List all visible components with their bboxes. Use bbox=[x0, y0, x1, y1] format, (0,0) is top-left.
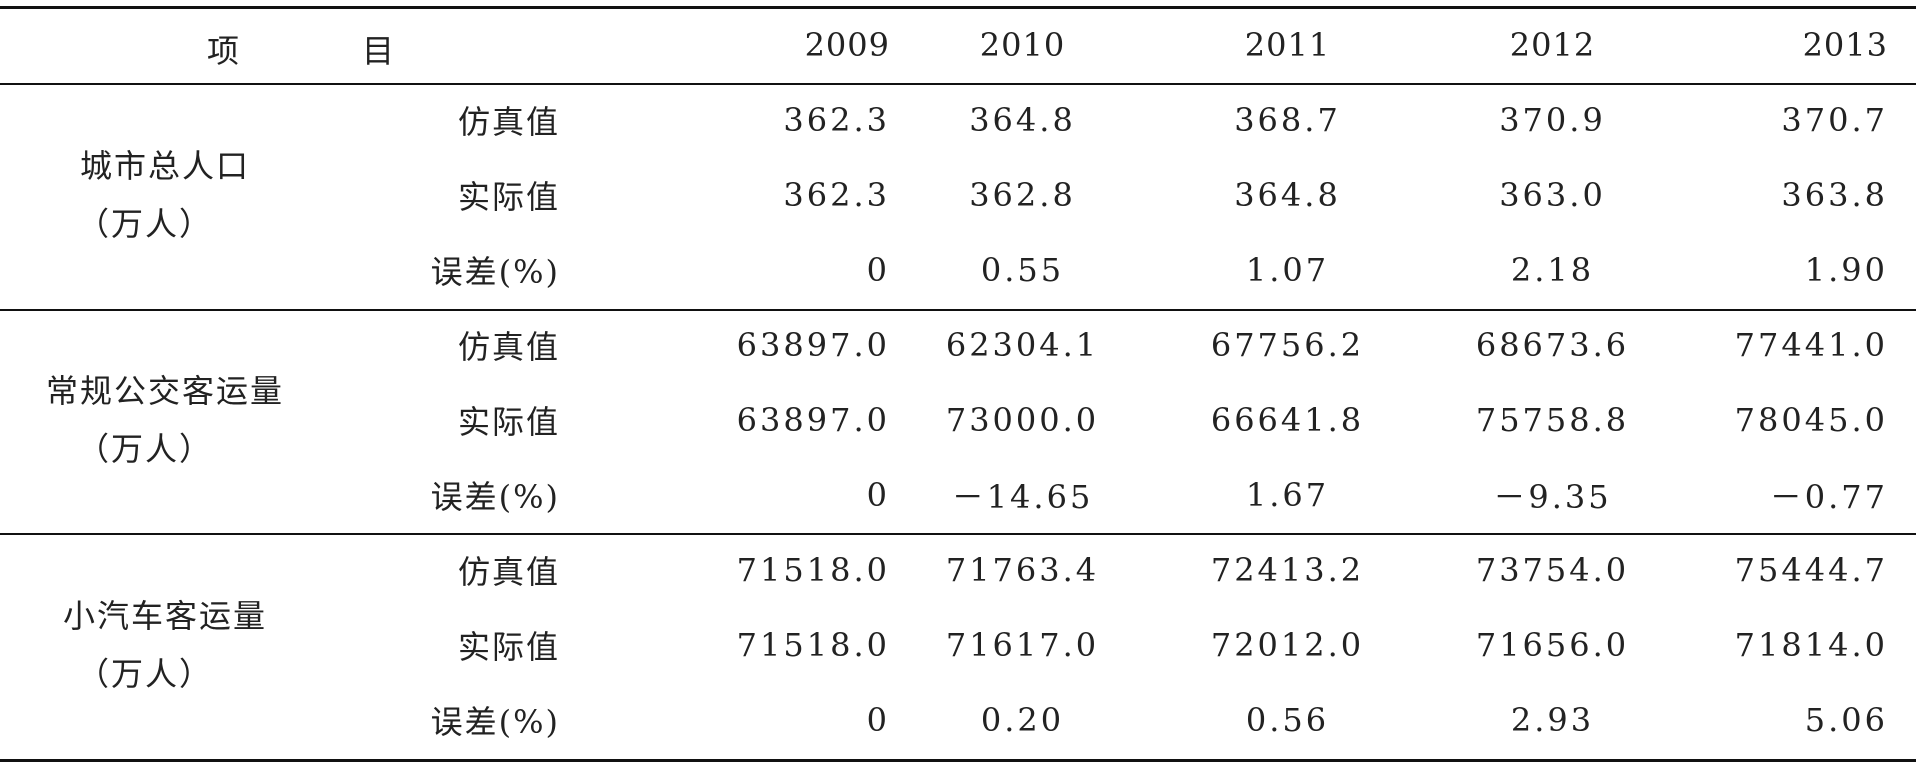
group-name: 小汽车客运量 bbox=[62, 596, 267, 635]
table-cell: 364.8 bbox=[1234, 175, 1341, 214]
header-item-right: 目 bbox=[362, 32, 396, 70]
table-cell: 363.0 bbox=[1499, 175, 1606, 214]
table-cell: 1.90 bbox=[1804, 250, 1888, 289]
group-name: 城市总人口 bbox=[79, 146, 250, 185]
header-year: 2011 bbox=[1244, 26, 1331, 64]
row-label: 仿真值 bbox=[457, 102, 560, 141]
table-cell: 68673.6 bbox=[1475, 325, 1630, 364]
table-cell: 75758.8 bbox=[1475, 400, 1630, 439]
table-cell: 1.07 bbox=[1245, 250, 1330, 289]
header-year: 2010 bbox=[979, 26, 1066, 64]
table-cell: 78045.0 bbox=[1734, 400, 1888, 439]
table-row: 实际值 71518.0 71617.0 72012.0 71656.0 71814.0 bbox=[0, 607, 1916, 682]
table-row: 常规公交客运量 （万人） 仿真值 63897.0 62304.1 67756.2 68673… bbox=[0, 307, 1916, 468]
table-cell: 67756.2 bbox=[1210, 325, 1365, 364]
table-cell: 5.06 bbox=[1804, 700, 1888, 739]
table-cell: 71656.0 bbox=[1475, 625, 1630, 664]
table-row: 误差(%) 0 0.55 1.07 2.18 1.90 bbox=[0, 232, 1916, 307]
header-item-cell: 项 目 bbox=[0, 8, 640, 82]
group-label-cell: 小汽车客运量 （万人） bbox=[0, 532, 330, 757]
table-cell: 71617.0 bbox=[945, 625, 1100, 664]
table-cell: 362.3 bbox=[783, 175, 890, 214]
table-cell: －0.77 bbox=[1769, 477, 1888, 516]
header-row: 项 目 2009 2010 2011 2012 2013 bbox=[0, 8, 1916, 82]
table-cell: 0 bbox=[866, 700, 890, 739]
table-cell: 363.8 bbox=[1781, 175, 1888, 214]
table-cell: 62304.1 bbox=[945, 325, 1100, 364]
row-label: 实际值 bbox=[457, 402, 560, 441]
group-unit: （万人） bbox=[76, 654, 213, 693]
table-row: 小汽车客运量 （万人） 仿真值 71518.0 71763.4 72413.2 73754.… bbox=[0, 532, 1916, 693]
group-divider-2 bbox=[0, 533, 1916, 535]
table-cell: 370.9 bbox=[1499, 100, 1606, 139]
table-cell: 72012.0 bbox=[1210, 625, 1365, 664]
row-label: 误差(%) bbox=[430, 477, 560, 516]
table-cell: 370.7 bbox=[1781, 100, 1888, 139]
table-cell: 362.8 bbox=[969, 175, 1076, 214]
table-cell: 71518.0 bbox=[736, 625, 890, 664]
group-divider-1 bbox=[0, 309, 1916, 311]
table-cell: 66641.8 bbox=[1210, 400, 1365, 439]
table-cell: 75444.7 bbox=[1734, 550, 1888, 589]
table-cell: 2.18 bbox=[1510, 250, 1595, 289]
table-row: 实际值 63897.0 73000.0 66641.8 75758.8 78045.0 bbox=[0, 382, 1916, 457]
table-cell: 368.7 bbox=[1234, 100, 1341, 139]
table-cell: 362.3 bbox=[783, 100, 890, 139]
table-cell: －14.65 bbox=[951, 477, 1094, 516]
group-name: 常规公交客运量 bbox=[45, 371, 284, 410]
table-cell: 364.8 bbox=[969, 100, 1076, 139]
row-label: 误差(%) bbox=[430, 702, 560, 741]
table-cell: 1.67 bbox=[1245, 475, 1330, 514]
table-cell: 73000.0 bbox=[945, 400, 1100, 439]
table-row: 实际值 362.3 362.8 364.8 363.0 363.8 bbox=[0, 157, 1916, 232]
table-cell: 0.55 bbox=[980, 250, 1065, 289]
data-table: 项 目 2009 2010 2011 2012 2013 城市总人口 （万人） 仿真… bbox=[0, 8, 1916, 757]
group-label-cell: 城市总人口 （万人） bbox=[0, 82, 330, 307]
header-item-left: 项 bbox=[207, 32, 241, 70]
table-cell: 77441.0 bbox=[1734, 325, 1888, 364]
table-cell: 0 bbox=[866, 250, 890, 289]
table-cell: 0.20 bbox=[980, 700, 1065, 739]
table-cell: 63897.0 bbox=[736, 325, 890, 364]
row-label: 实际值 bbox=[457, 627, 560, 666]
header-bottom-rule bbox=[0, 83, 1916, 85]
header-year: 2009 bbox=[804, 26, 890, 64]
table-cell: －9.35 bbox=[1493, 477, 1612, 516]
table-row: 误差(%) 0 －14.65 1.67 －9.35 －0.77 bbox=[0, 457, 1916, 532]
table-row: 城市总人口 （万人） 仿真值 362.3 364.8 368.7 370.9 370.7 bbox=[0, 82, 1916, 243]
table-cell: 73754.0 bbox=[1475, 550, 1630, 589]
table-cell: 2.93 bbox=[1510, 700, 1595, 739]
group-unit: （万人） bbox=[76, 429, 213, 468]
table-bottom-rule bbox=[0, 759, 1916, 762]
row-label: 实际值 bbox=[457, 177, 560, 216]
row-label: 仿真值 bbox=[457, 327, 560, 366]
row-label: 仿真值 bbox=[457, 552, 560, 591]
table-top-rule bbox=[0, 6, 1916, 9]
table-row: 误差(%) 0 0.20 0.56 2.93 5.06 bbox=[0, 682, 1916, 757]
header-year: 2013 bbox=[1802, 26, 1888, 64]
row-label: 误差(%) bbox=[430, 252, 560, 291]
header-year: 2012 bbox=[1509, 26, 1596, 64]
group-unit: （万人） bbox=[76, 204, 213, 243]
table-cell: 72413.2 bbox=[1210, 550, 1365, 589]
table-cell: 0.56 bbox=[1245, 700, 1330, 739]
table-cell: 63897.0 bbox=[736, 400, 890, 439]
group-label-cell: 常规公交客运量 （万人） bbox=[0, 307, 330, 532]
table-cell: 0 bbox=[866, 475, 890, 514]
table-cell: 71518.0 bbox=[736, 550, 890, 589]
table-cell: 71814.0 bbox=[1734, 625, 1888, 664]
table-cell: 71763.4 bbox=[945, 550, 1100, 589]
